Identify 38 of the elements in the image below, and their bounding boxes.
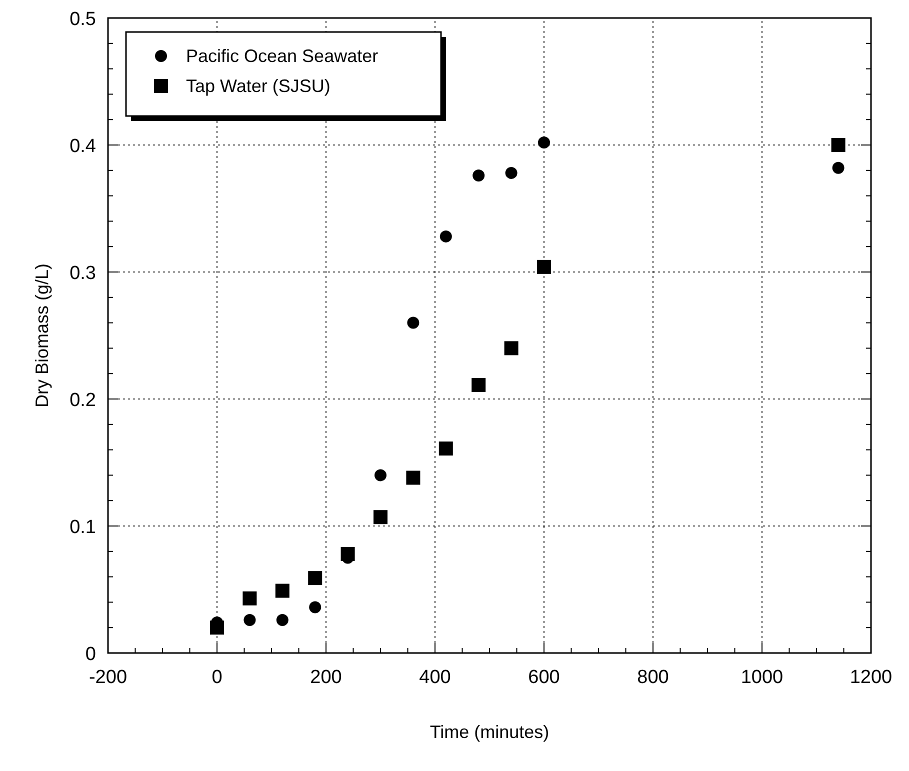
y-tick-label: 0.4 — [70, 136, 96, 157]
point — [472, 378, 486, 392]
point — [504, 341, 518, 356]
x-tick-label: 400 — [419, 667, 451, 688]
x-axis-title: Time (minutes) — [430, 722, 550, 742]
point — [832, 162, 844, 174]
point — [308, 571, 322, 586]
point — [244, 614, 256, 626]
y-tick-label: 0.5 — [70, 9, 96, 30]
point — [538, 136, 550, 148]
y-tick-label: 0 — [85, 644, 96, 665]
point — [374, 469, 386, 482]
y-tick-label: 0.2 — [70, 390, 96, 411]
x-tick-label: 1000 — [740, 667, 784, 688]
point — [276, 614, 288, 626]
x-tick-label: 200 — [310, 667, 342, 688]
y-tick-label: 0.1 — [70, 517, 96, 538]
y-tick-label: 0.3 — [70, 263, 96, 284]
point — [275, 584, 290, 598]
point — [505, 166, 518, 179]
point — [407, 316, 420, 329]
point — [537, 260, 551, 274]
point — [831, 138, 846, 152]
point — [309, 601, 322, 614]
point — [374, 510, 388, 524]
legend-label: Pacific Ocean Seawater — [186, 46, 378, 66]
point — [242, 591, 257, 606]
x-tick-label: -200 — [88, 667, 128, 688]
point — [440, 230, 452, 242]
legend-label: Tap Water (SJSU) — [186, 76, 330, 96]
x-tick-label: 1200 — [850, 667, 892, 688]
point — [438, 442, 453, 456]
x-tick-label: 0 — [212, 667, 222, 688]
point — [406, 470, 420, 485]
x-tick-label: 600 — [528, 667, 560, 688]
point — [472, 169, 485, 182]
x-tick-label: 800 — [637, 667, 669, 688]
y-axis-title: Dry Biomass (g/L) — [32, 263, 52, 408]
